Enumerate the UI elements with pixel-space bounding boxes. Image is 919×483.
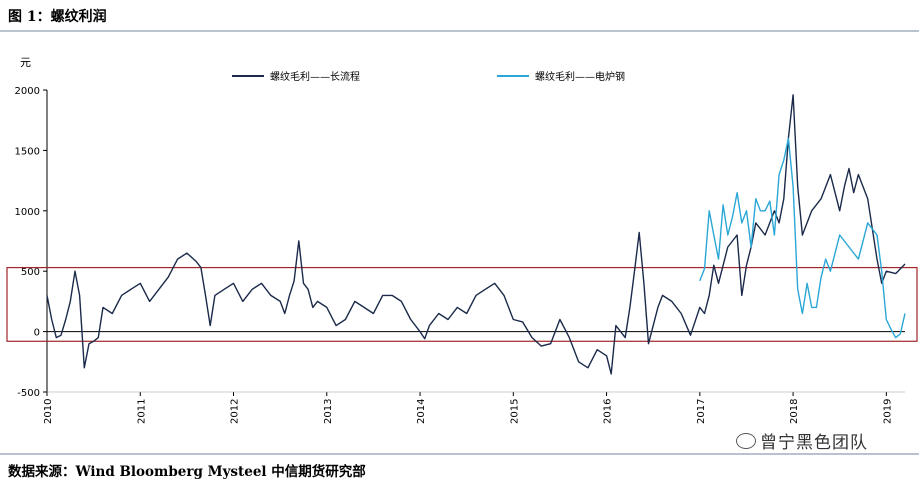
series-line-1 xyxy=(46,94,906,375)
series-line-2 xyxy=(699,137,906,339)
watermark: 曾宁黑色团队 xyxy=(736,428,868,453)
legend-label-1: 螺纹毛利——长流程 xyxy=(270,70,360,83)
highlight-box xyxy=(6,266,918,342)
x-tick-label: 2010 xyxy=(43,399,54,424)
y-tick-label: -500 xyxy=(17,388,40,399)
y-tick-label: 1500 xyxy=(15,146,40,157)
legend-label-2: 螺纹毛利——电炉钢 xyxy=(535,70,625,83)
x-tick-label: 2011 xyxy=(136,399,147,424)
x-tick-label: 2018 xyxy=(789,399,800,424)
x-tick-label: 2012 xyxy=(230,399,241,424)
x-tick-label: 2013 xyxy=(323,399,334,424)
wechat-icon xyxy=(736,433,756,449)
x-tick-label: 2015 xyxy=(509,399,520,424)
figure-title: 图 1：螺纹利润 xyxy=(8,9,107,25)
source-note: 数据来源：Wind Bloomberg Mysteel 中信期货研究部 xyxy=(8,464,366,480)
y-axis-label: 元 xyxy=(20,56,31,69)
series-layer xyxy=(46,94,906,375)
y-tick-label: 1000 xyxy=(15,207,40,218)
x-tick-label: 2016 xyxy=(603,399,614,424)
x-tick-label: 2019 xyxy=(882,399,893,424)
y-tick-label: 500 xyxy=(21,267,40,278)
y-tick-label: 0 xyxy=(34,328,40,339)
x-tick-label: 2017 xyxy=(696,399,707,424)
footer-divider xyxy=(0,453,919,455)
axes: -500 0 500 1000 1500 2000 元 2010 2011 2012 2013 201… xyxy=(6,56,918,424)
title-bar: 图 1：螺纹利润 xyxy=(0,0,919,32)
x-tick-label: 2014 xyxy=(416,399,427,424)
watermark-text: 曾宁黑色团队 xyxy=(760,433,868,453)
legend: 螺纹毛利——长流程 螺纹毛利——电炉钢 xyxy=(232,70,625,83)
chart: -500 0 500 1000 1500 2000 元 2010 2011 2012 2013 201… xyxy=(6,56,918,424)
y-tick-label: 2000 xyxy=(15,86,40,97)
